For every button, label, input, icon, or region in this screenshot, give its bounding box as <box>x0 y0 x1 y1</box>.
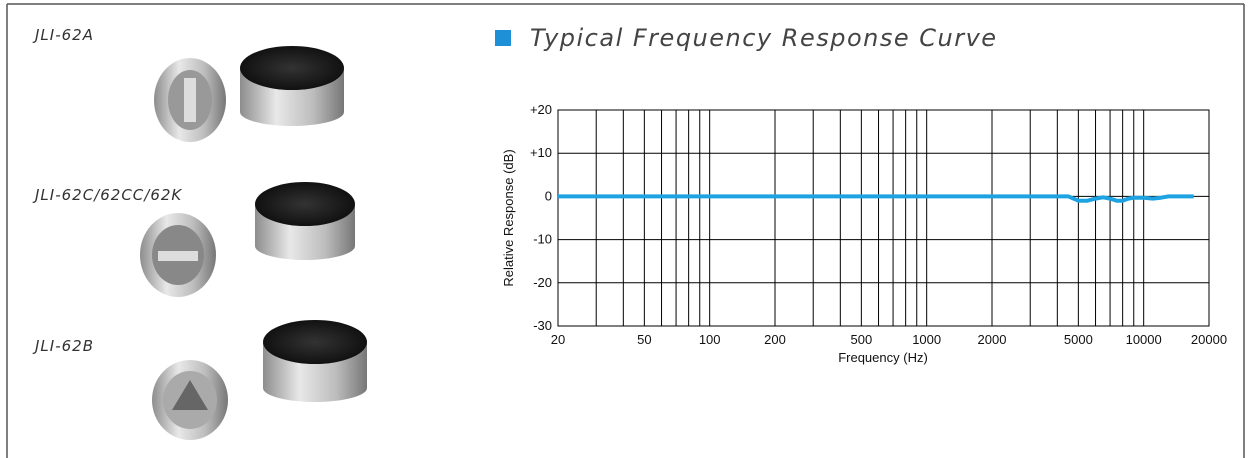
response-curve <box>558 194 1194 203</box>
product-photos <box>140 46 367 440</box>
y-tick-label: -10 <box>533 232 552 247</box>
y-tick-label: +20 <box>530 102 552 117</box>
product-label: JLI-62C/62CC/62K <box>32 186 182 204</box>
x-tick-label: 2000 <box>978 332 1007 347</box>
frame <box>6 3 1245 458</box>
product-label: JLI-62A <box>32 26 94 44</box>
x-tick-label: 200 <box>764 332 786 347</box>
x-tick-label: 10000 <box>1126 332 1162 347</box>
y-tick-label: 0 <box>545 188 552 203</box>
x-tick-label: 20000 <box>1191 332 1227 347</box>
x-tick-label: 500 <box>851 332 873 347</box>
x-tick-label: 20 <box>551 332 565 347</box>
x-tick-label: 1000 <box>912 332 941 347</box>
product-label: JLI-62B <box>32 337 94 355</box>
plot-frame <box>557 109 1210 327</box>
y-tick-label: -20 <box>533 275 552 290</box>
x-tick-label: 5000 <box>1064 332 1093 347</box>
y-tick-label: -30 <box>533 318 552 333</box>
y-axis-label: Relative Response (dB) <box>501 149 516 286</box>
title-bullet <box>495 30 511 46</box>
chart-title: Typical Frequency Response Curve <box>530 24 998 52</box>
x-tick-label: 100 <box>699 332 721 347</box>
x-tick-label: 50 <box>637 332 651 347</box>
x-axis-label: Frequency (Hz) <box>838 350 928 365</box>
y-tick-label: +10 <box>530 145 552 160</box>
